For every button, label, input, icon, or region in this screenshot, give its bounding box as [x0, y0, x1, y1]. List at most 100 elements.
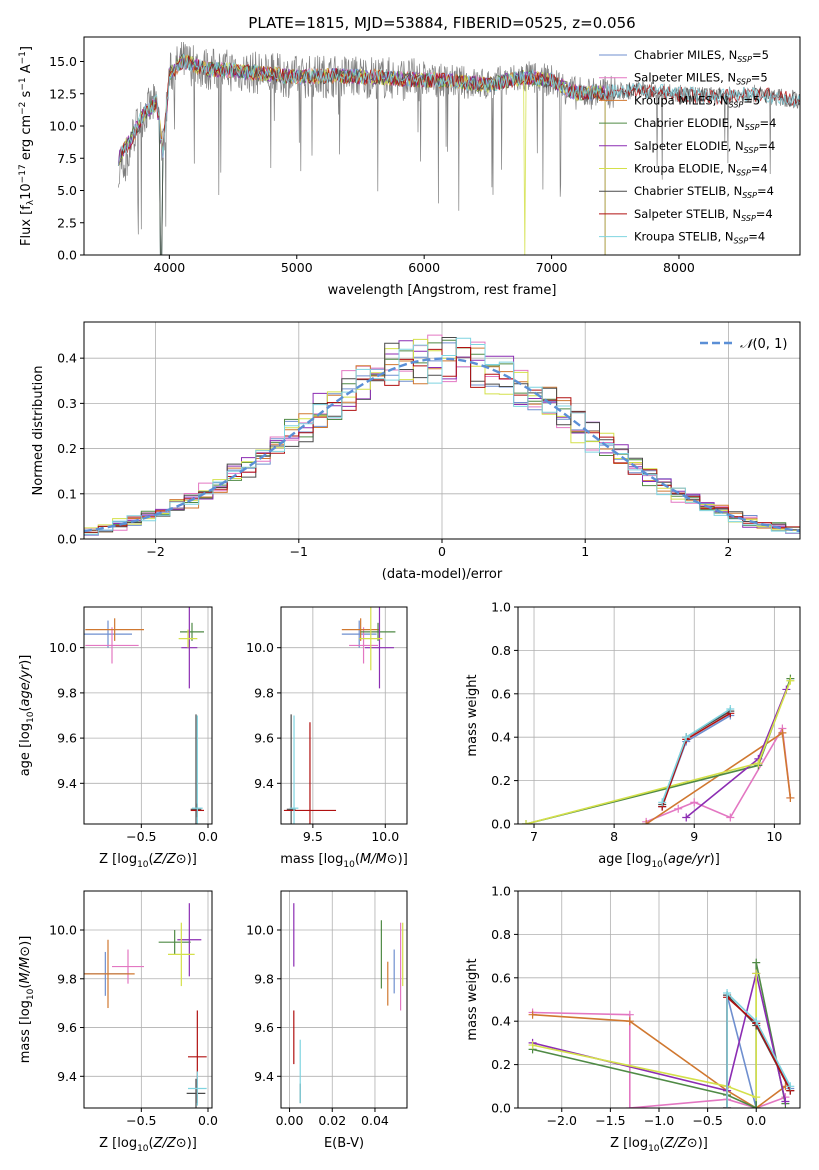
x-tick-label: 0.0	[198, 1113, 218, 1128]
x-tick-label: −0.5	[126, 829, 156, 844]
x-tick-label: 10	[766, 829, 782, 844]
errorbar-point	[365, 607, 394, 689]
errorbar-point	[289, 715, 299, 824]
x-tick-label: 8	[610, 829, 618, 844]
y-axis-label: Flux [fλ10−17 erg cm−2 s−1 A−1]	[18, 46, 36, 246]
panel-spectrum: 4000 5000 6000 7000 8000 0.0 2.5 5.0 7.5 10.0 12.5…	[18, 36, 801, 298]
errorbar-point	[85, 627, 139, 664]
y-tick-label: 0.0	[491, 817, 511, 832]
x-axis-label: age [log10(age/yr)]	[598, 852, 720, 870]
y-tick-label: 0.6	[491, 686, 511, 701]
plot-area-age-vs-Z	[84, 607, 204, 824]
errorbar-point	[181, 607, 198, 689]
weight-marker	[528, 1041, 537, 1050]
x-tick-label: 0	[438, 544, 446, 559]
panel-age-vs-mass: 9.5 10.0 9.4 9.6 9.8 10.0 mass [log10(M/M⊙)]	[246, 606, 408, 870]
y-tick-label: 0.0	[491, 1101, 511, 1116]
errorbar-point	[168, 922, 195, 987]
y-tick-label: 10.0	[49, 119, 77, 134]
y-tick-label: 0.8	[491, 927, 511, 942]
weight-marker	[786, 676, 795, 685]
panel-residuals: −2 −1 0 1 2 0.0 0.1 0.2 0.3 0.4 (data-model)/error…	[31, 321, 801, 582]
panel-mass-vs-Z: −0.5 0.0 9.4 9.6 9.8 10.0 Z [log10(Z/Z⊙)] mass …	[18, 890, 218, 1154]
weight-series-line	[532, 962, 787, 1108]
weight-marker	[752, 1104, 761, 1108]
weight-marker	[642, 820, 651, 824]
weight-series	[528, 969, 761, 1102]
x-tick-label: −1.0	[644, 1113, 674, 1128]
weight-marker	[726, 813, 735, 822]
y-tick-label: 0.3	[57, 396, 77, 411]
x-tick-label: −1.5	[595, 1113, 625, 1128]
y-tick-label: 10.0	[246, 640, 274, 655]
x-tick-label: 2	[724, 544, 732, 559]
errorbar-point	[112, 949, 144, 984]
plot-area-spectrum	[117, 41, 800, 255]
legend: 𝒩(0, 1)	[700, 337, 787, 352]
plot-area-weight-vs-age	[522, 674, 795, 824]
x-tick-label: 0.0	[746, 1113, 766, 1128]
weight-marker	[682, 733, 691, 742]
weight-marker	[658, 798, 667, 807]
weight-marker	[690, 798, 699, 807]
y-axis-label: mass weight	[465, 674, 480, 756]
y-tick-label: 0.0	[57, 248, 77, 263]
weight-marker	[723, 1104, 732, 1108]
x-tick-label: 8000	[663, 260, 695, 275]
y-axis-label: mass weight	[465, 958, 480, 1040]
legend-entry: Salpeter ELODIE, NSSP=4	[634, 139, 775, 155]
errorbar-point	[180, 622, 204, 641]
figure-title: PLATE=1815, MJD=53884, FIBERID=0525, z=0…	[248, 14, 635, 32]
y-tick-label: 10.0	[49, 923, 77, 938]
x-axis-label: (data-model)/error	[382, 567, 503, 582]
x-tick-label: 7000	[536, 260, 568, 275]
y-tick-label: 9.6	[57, 731, 77, 746]
y-tick-label: 0.1	[57, 486, 77, 501]
plot-area-weight-vs-Z	[528, 958, 795, 1108]
y-tick-label: 0.6	[491, 970, 511, 985]
axes-frame	[280, 890, 408, 1109]
y-tick-label: 9.6	[254, 1020, 274, 1035]
weight-marker	[754, 759, 763, 768]
legend-entry: Chabrier MILES, NSSP=5	[634, 48, 769, 64]
weight-series	[642, 728, 795, 824]
axes-frame	[280, 606, 408, 825]
legend-entry: Salpeter MILES, NSSP=5	[634, 71, 768, 87]
errorbar-point	[188, 1071, 207, 1106]
x-tick-label: 0.02	[318, 1113, 346, 1128]
x-axis-label: E(B-V)	[324, 1136, 364, 1151]
weight-marker	[682, 813, 691, 822]
x-axis-label: wavelength [Angstrom, rest frame]	[328, 283, 557, 298]
y-tick-label: 9.4	[254, 776, 274, 791]
weight-marker	[674, 804, 683, 813]
weight-marker	[752, 1017, 761, 1026]
x-tick-label: −1	[290, 544, 308, 559]
y-tick-label: 0.2	[491, 773, 511, 788]
legend-entry: Chabrier STELIB, NSSP=4	[634, 184, 774, 200]
y-tick-label: 10.0	[246, 923, 274, 938]
y-tick-label: 0.2	[57, 441, 77, 456]
x-tick-label: 9.5	[303, 829, 323, 844]
weight-series-line	[532, 1011, 786, 1108]
y-tick-label: 0.8	[491, 643, 511, 658]
y-tick-label: 0.2	[491, 1057, 511, 1072]
weight-series	[723, 988, 795, 1108]
weight-marker	[781, 1097, 790, 1106]
weight-series	[522, 676, 795, 824]
panel-weight-vs-Z: −2.0 −1.5 −1.0 −0.5 0.0 0.0 0.2 0.4 0.6 0.8 1.0 Z […	[465, 884, 801, 1154]
x-tick-label: 4000	[153, 260, 185, 275]
y-tick-label: 0.4	[491, 1014, 511, 1029]
weight-marker	[752, 1093, 761, 1102]
y-axis-label: mass [log10(M/M⊙)]	[18, 936, 36, 1064]
legend-entry: Chabrier ELODIE, NSSP=4	[634, 116, 776, 132]
x-tick-label: 0.00	[276, 1113, 304, 1128]
errorbar-point	[341, 618, 380, 641]
x-axis-label: mass [log10(M/M⊙)]	[280, 852, 408, 870]
x-tick-label: 6000	[408, 260, 440, 275]
axes-frame	[517, 606, 801, 825]
panel-mass-vs-EBV: 0.00 0.02 0.04 9.4 9.6 9.8 10.0 E(B-V)	[246, 890, 408, 1151]
errorbar-point	[85, 618, 144, 641]
y-tick-label: 0.0	[57, 532, 77, 547]
panel-weight-vs-age: 7 8 9 10 0.0 0.2 0.4 0.6 0.8 1.0 age [log10(age/yr…	[465, 600, 801, 870]
